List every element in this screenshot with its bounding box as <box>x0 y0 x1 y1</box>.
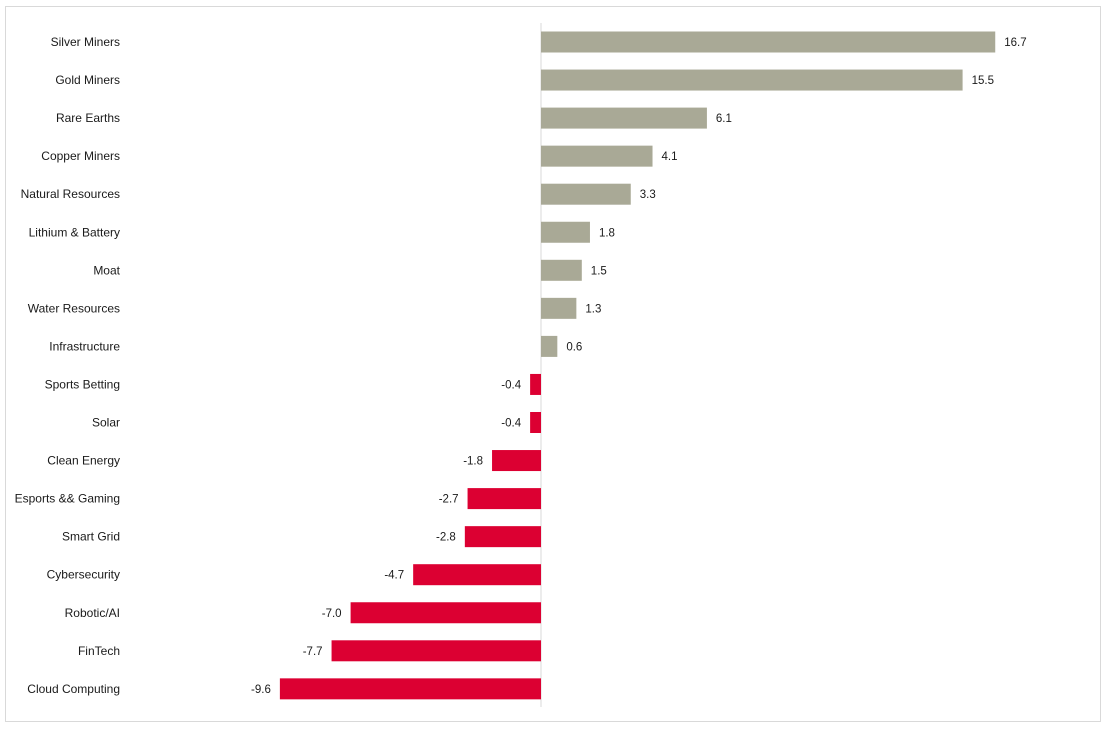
category-label: Robotic/AI <box>65 606 120 620</box>
category-label: Cybersecurity <box>47 568 120 582</box>
value-label: -2.8 <box>436 532 456 544</box>
category-label: Gold Miners <box>55 73 120 87</box>
bar-solar <box>530 412 541 433</box>
category-label: Silver Miners <box>51 35 120 49</box>
category-label: Natural Resources <box>21 187 120 201</box>
value-label: 6.1 <box>716 113 732 125</box>
value-label: -4.7 <box>384 570 404 582</box>
bar-natural-resources <box>541 183 631 205</box>
bar-cybersecurity <box>413 564 541 586</box>
value-label: 3.3 <box>640 189 656 201</box>
bar-silver-miners <box>541 31 996 53</box>
category-label: Water Resources <box>28 301 120 315</box>
value-label: -7.0 <box>322 608 342 620</box>
bar-cloud-computing <box>279 678 541 700</box>
value-label: -7.7 <box>303 646 323 658</box>
value-label: 1.5 <box>591 265 607 277</box>
bar-water-resources <box>541 297 577 319</box>
category-label: Copper Miners <box>41 149 120 163</box>
category-label: Solar <box>92 416 120 430</box>
value-label: -9.6 <box>251 684 271 696</box>
category-label: Lithium & Battery <box>29 225 120 239</box>
value-label: 16.7 <box>1004 37 1026 49</box>
bar-rare-earths <box>541 107 707 129</box>
bar-esports-gaming <box>467 488 541 510</box>
category-label: Rare Earths <box>56 111 120 125</box>
category-label: Moat <box>93 263 120 277</box>
category-label: Cloud Computing <box>27 682 120 696</box>
value-label: 1.3 <box>585 303 601 315</box>
value-label: 4.1 <box>662 151 678 163</box>
bar-moat <box>541 259 582 281</box>
bar-lithium-battery <box>541 221 590 243</box>
bar-sports-betting <box>530 373 541 395</box>
category-label: Infrastructure <box>49 339 120 353</box>
value-label: 1.8 <box>599 227 615 239</box>
bar-chart: Silver Miners 16.7 Gold Miners 15.5 Rare Ear… <box>15 23 1027 707</box>
category-label: Esports && Gaming <box>15 492 120 506</box>
bar-copper-miners <box>541 145 653 167</box>
category-label: Smart Grid <box>62 530 120 544</box>
value-label: 0.6 <box>566 341 582 353</box>
category-label: FinTech <box>78 644 120 658</box>
value-label: -1.8 <box>463 456 483 468</box>
bar-gold-miners <box>541 69 963 91</box>
bar-smart-grid <box>464 526 541 548</box>
category-label: Sports Betting <box>45 377 120 391</box>
category-label: Clean Energy <box>47 454 120 468</box>
bar-robotic-ai <box>350 602 541 624</box>
value-label: -0.4 <box>501 379 521 391</box>
bar-clean-energy <box>492 450 541 472</box>
value-label: -2.7 <box>439 494 459 506</box>
value-label: 15.5 <box>972 75 994 87</box>
bar-infrastructure <box>541 335 558 357</box>
bar-fintech <box>331 640 541 662</box>
value-label: -0.4 <box>501 418 521 430</box>
chart-frame: Silver Miners 16.7 Gold Miners 15.5 Rare Ear… <box>5 6 1101 722</box>
